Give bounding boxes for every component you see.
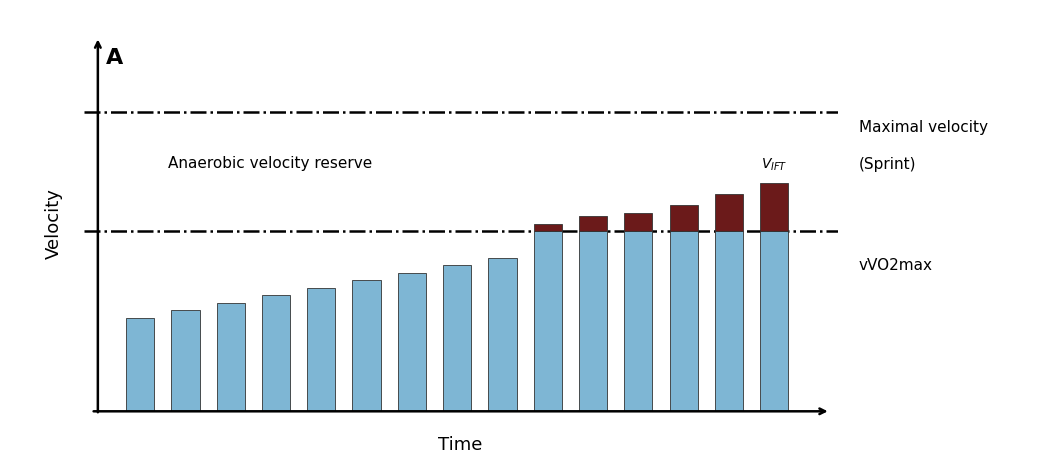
Bar <box>307 287 335 411</box>
Bar <box>353 280 381 411</box>
Bar <box>534 231 562 411</box>
Bar <box>534 224 562 231</box>
Text: Maximal velocity: Maximal velocity <box>859 121 987 135</box>
Bar <box>443 265 471 411</box>
Text: Velocity: Velocity <box>45 188 63 260</box>
Text: $V_{IFT}$: $V_{IFT}$ <box>761 157 787 173</box>
Text: Anaerobic velocity reserve: Anaerobic velocity reserve <box>169 156 373 171</box>
Bar <box>262 295 290 411</box>
Bar <box>624 231 652 411</box>
Bar <box>579 231 607 411</box>
Bar <box>760 183 788 231</box>
Text: Time: Time <box>439 436 483 454</box>
Text: (Sprint): (Sprint) <box>859 157 916 172</box>
Bar <box>760 231 788 411</box>
Text: vVO2max: vVO2max <box>859 258 933 272</box>
Bar <box>669 205 697 231</box>
Bar <box>126 318 154 411</box>
Text: A: A <box>107 48 124 68</box>
Bar <box>217 303 245 411</box>
Bar <box>579 217 607 231</box>
Bar <box>488 258 516 411</box>
Bar <box>624 213 652 231</box>
Bar <box>398 273 426 411</box>
Bar <box>669 231 697 411</box>
Bar <box>172 310 200 411</box>
Bar <box>715 231 743 411</box>
Bar <box>715 194 743 231</box>
